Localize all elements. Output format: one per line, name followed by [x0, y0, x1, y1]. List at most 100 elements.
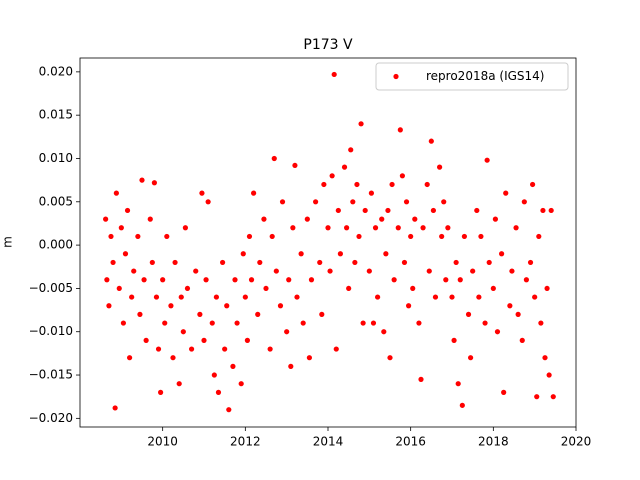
data-point: [269, 233, 275, 240]
chart-title: P173 V: [303, 37, 353, 53]
data-point: [356, 233, 362, 240]
x-tick-label: 2016: [395, 435, 426, 449]
data-point: [263, 285, 269, 292]
data-point: [453, 259, 459, 266]
data-point: [224, 303, 230, 309]
data-point: [255, 311, 261, 317]
data-point: [550, 394, 556, 400]
data-point: [141, 277, 147, 283]
data-point: [304, 216, 310, 222]
data-point: [308, 277, 315, 283]
data-point: [439, 233, 445, 240]
data-point: [327, 268, 333, 274]
data-point: [544, 285, 550, 292]
data-point: [346, 285, 352, 292]
data-point: [519, 337, 525, 343]
y-tick-label: −0.015: [29, 368, 73, 382]
data-point: [408, 233, 414, 240]
data-point: [329, 173, 335, 179]
data-point: [375, 294, 381, 300]
data-point: [242, 294, 248, 300]
data-point: [149, 259, 155, 266]
data-point: [325, 225, 331, 231]
data-point: [341, 164, 348, 170]
data-point: [486, 259, 492, 266]
data-point: [178, 294, 184, 300]
data-point: [534, 394, 540, 400]
y-tick-label: 0.020: [39, 64, 73, 78]
y-tick-label: −0.020: [29, 411, 73, 425]
data-point: [457, 277, 463, 283]
data-point: [162, 320, 168, 326]
data-point: [164, 233, 170, 240]
data-point: [201, 337, 207, 343]
data-point: [523, 277, 530, 283]
data-point: [215, 389, 222, 395]
data-point: [478, 233, 484, 240]
data-point: [352, 259, 358, 266]
data-point: [482, 320, 488, 326]
data-point: [530, 181, 536, 188]
data-point: [261, 216, 267, 222]
data-point: [401, 259, 408, 266]
data-point: [226, 407, 232, 413]
data-point: [379, 216, 385, 222]
y-tick-label: 0.000: [39, 238, 73, 252]
data-point: [120, 320, 126, 326]
data-point: [333, 346, 339, 352]
data-point: [211, 372, 217, 378]
data-point: [507, 303, 513, 309]
data-point: [337, 251, 343, 257]
data-point: [151, 180, 157, 186]
data-point: [244, 337, 250, 343]
data-point: [391, 277, 397, 283]
data-point: [279, 199, 286, 205]
data-point: [288, 363, 294, 369]
data-point: [331, 71, 337, 78]
data-point: [139, 177, 145, 183]
data-point: [267, 346, 273, 352]
data-point: [461, 233, 467, 240]
data-point: [248, 277, 255, 283]
data-point: [432, 294, 439, 300]
data-point: [484, 157, 490, 163]
data-point: [240, 251, 246, 257]
data-point: [197, 311, 203, 317]
data-point: [184, 285, 191, 292]
data-point: [437, 164, 443, 170]
legend-box: [375, 62, 569, 91]
data-point: [112, 405, 118, 411]
data-point: [536, 233, 542, 240]
data-point: [273, 268, 279, 274]
data-point: [451, 337, 457, 343]
data-point: [420, 225, 426, 231]
data-point: [319, 311, 325, 317]
data-point: [441, 199, 447, 205]
x-tick-label: 2014: [313, 435, 344, 449]
data-point: [385, 207, 391, 214]
data-point: [513, 225, 519, 231]
data-point: [476, 294, 482, 300]
data-point: [147, 216, 153, 222]
data-point: [137, 311, 143, 317]
data-point: [118, 225, 124, 231]
data-point: [294, 294, 300, 300]
x-tick-label: 2012: [230, 435, 261, 449]
data-point: [246, 233, 253, 240]
data-point: [449, 294, 455, 300]
data-point: [387, 355, 393, 361]
data-point: [503, 190, 509, 196]
data-point: [403, 199, 410, 205]
data-point: [443, 277, 449, 283]
data-point: [155, 346, 162, 352]
data-point: [108, 233, 114, 240]
data-point: [490, 285, 496, 292]
data-point: [317, 259, 323, 266]
data-point: [515, 311, 521, 317]
y-tick-label: −0.005: [29, 281, 73, 295]
data-point: [548, 207, 554, 214]
x-tick-label: 2018: [478, 435, 509, 449]
data-point: [428, 138, 434, 144]
data-point: [286, 277, 292, 283]
data-point: [395, 225, 401, 231]
